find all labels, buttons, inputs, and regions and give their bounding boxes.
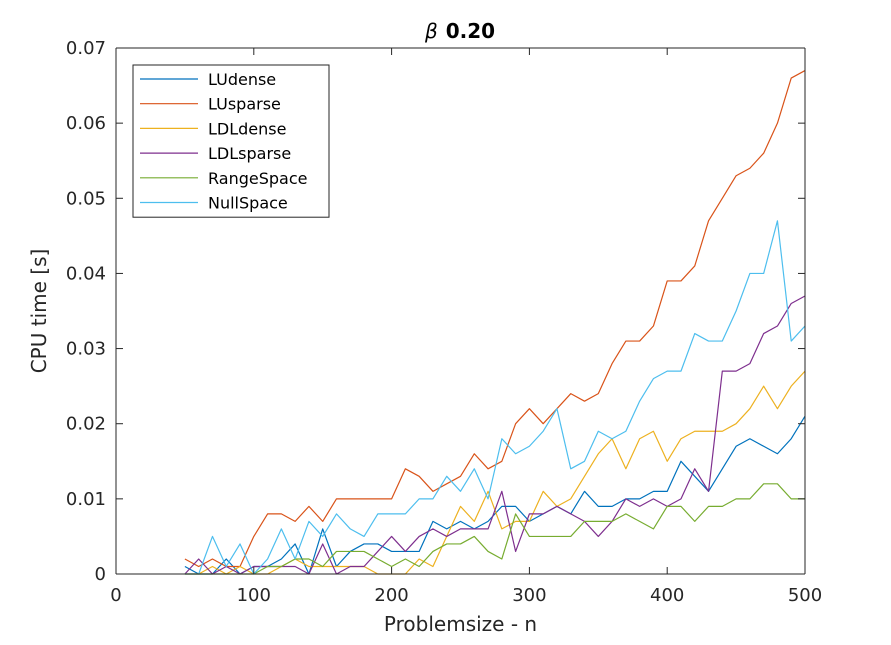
y-tick-label: 0.01 <box>66 489 106 510</box>
legend-label: LUsparse <box>208 95 281 114</box>
x-axis-label: Problemsize - n <box>384 612 537 636</box>
series-line-nullspace <box>184 220 806 575</box>
y-tick-label: 0 <box>95 564 106 585</box>
legend-item-nullspace: NullSpace <box>140 194 288 213</box>
x-tick-label: 0 <box>110 585 121 606</box>
title-symbol: β <box>424 19 438 43</box>
series-line-lusparse <box>184 70 806 568</box>
y-tick-label: 0.04 <box>66 263 106 284</box>
legend-box <box>132 64 330 218</box>
series-line-ldlsparse <box>184 295 806 575</box>
series-line-rangespace <box>184 483 805 575</box>
legend-item-ludense: LUdense <box>140 70 276 89</box>
legend-label: RangeSpace <box>208 169 307 188</box>
legend-label: NullSpace <box>208 194 288 213</box>
title-value: 0.20 <box>446 19 495 43</box>
x-tick-label: 300 <box>512 585 546 606</box>
legend-label: LDLdense <box>208 119 286 138</box>
x-tick-label: 500 <box>788 585 822 606</box>
y-tick-label: 0.05 <box>66 188 106 209</box>
x-tick-label: 200 <box>374 585 408 606</box>
y-axis-label: CPU time [s] <box>27 249 51 374</box>
legend: LUdense LUsparse LDLdense LDLsparse RangeSpa… <box>132 64 330 218</box>
legend-item-lusparse: LUsparse <box>140 95 281 114</box>
y-tick-label: 0.07 <box>66 38 106 59</box>
axes: 0 100 200 300 400 500 0 0.01 0.02 0.03 0.04 0.05 0.0… <box>66 38 822 606</box>
x-tick-label: 100 <box>237 585 271 606</box>
legend-item-rangespace: RangeSpace <box>140 169 307 188</box>
y-tick-label: 0.02 <box>66 414 106 435</box>
y-tick-label: 0.03 <box>66 339 106 360</box>
legend-label: LDLsparse <box>208 144 291 163</box>
legend-item-ldldense: LDLdense <box>140 119 286 138</box>
y-tick-label: 0.06 <box>66 113 106 134</box>
plot-lines <box>184 70 806 575</box>
legend-label: LUdense <box>208 70 276 89</box>
legend-item-ldlsparse: LDLsparse <box>140 144 291 163</box>
series-line-ludense <box>184 415 806 575</box>
x-tick-label: 400 <box>650 585 684 606</box>
chart-title: β 0.20 <box>424 19 495 43</box>
